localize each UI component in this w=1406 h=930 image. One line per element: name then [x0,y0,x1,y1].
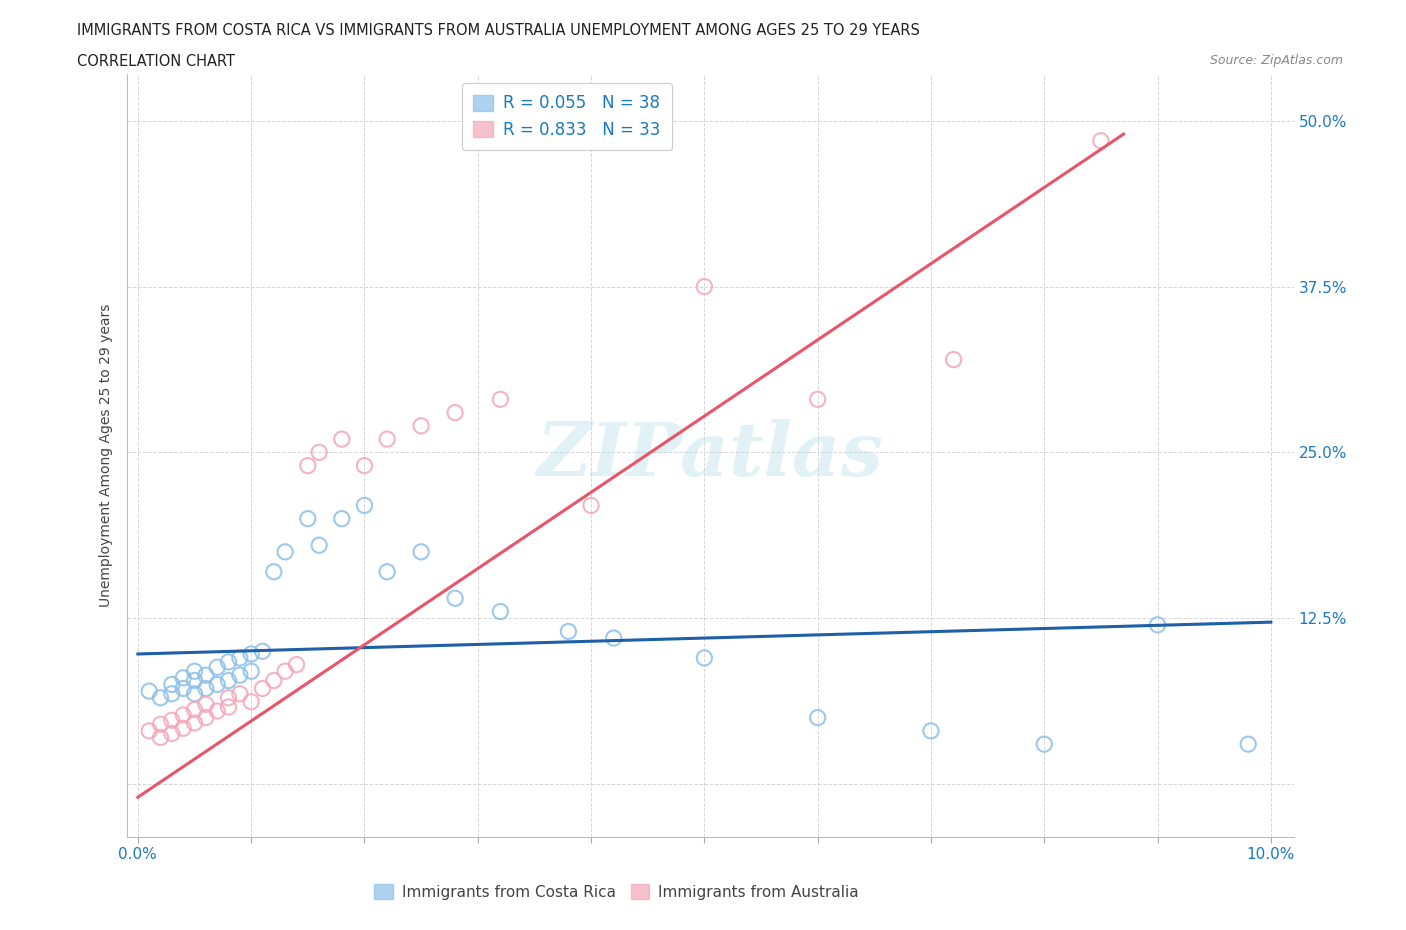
Point [308,445,330,459]
Point [1237,737,1260,751]
Point [1033,737,1056,751]
Legend: Immigrants from Costa Rica, Immigrants from Australia: Immigrants from Costa Rica, Immigrants f… [368,878,865,906]
Point [149,730,172,745]
Point [274,544,297,559]
Point [920,724,942,738]
Point [693,650,716,665]
Point [229,650,252,665]
Point [172,721,194,736]
Point [444,405,467,420]
Point [240,646,263,661]
Point [252,644,274,658]
Text: CORRELATION CHART: CORRELATION CHART [77,54,235,69]
Point [489,392,512,406]
Point [297,512,319,526]
Point [138,684,160,698]
Point [1090,133,1112,148]
Point [160,713,183,728]
Point [411,544,433,559]
Point [603,631,626,645]
Point [557,624,579,639]
Point [297,458,319,473]
Point [218,673,240,688]
Point [205,659,228,674]
Point [194,711,217,725]
Point [807,711,830,725]
Y-axis label: Unemployment Among Ages 25 to 29 years: Unemployment Among Ages 25 to 29 years [98,304,112,607]
Point [330,432,353,446]
Text: Source: ZipAtlas.com: Source: ZipAtlas.com [1209,54,1343,67]
Point [149,690,172,705]
Point [942,352,965,367]
Point [194,668,217,683]
Point [489,604,512,619]
Point [274,664,297,679]
Point [411,418,433,433]
Point [240,664,263,679]
Point [218,655,240,670]
Point [172,708,194,723]
Point [353,498,375,512]
Point [240,695,263,710]
Point [263,565,285,579]
Point [205,704,228,719]
Point [252,681,274,696]
Point [308,538,330,552]
Point [160,677,183,692]
Point [375,565,398,579]
Point [693,279,716,294]
Point [353,458,375,473]
Point [149,717,172,732]
Point [444,591,467,605]
Point [183,686,205,701]
Point [229,668,252,683]
Point [172,671,194,685]
Point [330,512,353,526]
Point [285,658,308,672]
Point [172,681,194,696]
Point [160,726,183,741]
Point [183,664,205,679]
Point [183,702,205,717]
Point [183,715,205,730]
Point [579,498,602,512]
Text: ZIPatlas: ZIPatlas [537,419,883,492]
Point [183,673,205,688]
Point [263,673,285,688]
Point [194,697,217,711]
Point [160,686,183,701]
Point [1146,618,1168,632]
Text: IMMIGRANTS FROM COSTA RICA VS IMMIGRANTS FROM AUSTRALIA UNEMPLOYMENT AMONG AGES : IMMIGRANTS FROM COSTA RICA VS IMMIGRANTS… [77,23,920,38]
Point [138,724,160,738]
Point [375,432,398,446]
Point [229,686,252,701]
Point [218,690,240,705]
Point [194,681,217,696]
Point [218,699,240,714]
Point [807,392,830,406]
Point [205,677,228,692]
